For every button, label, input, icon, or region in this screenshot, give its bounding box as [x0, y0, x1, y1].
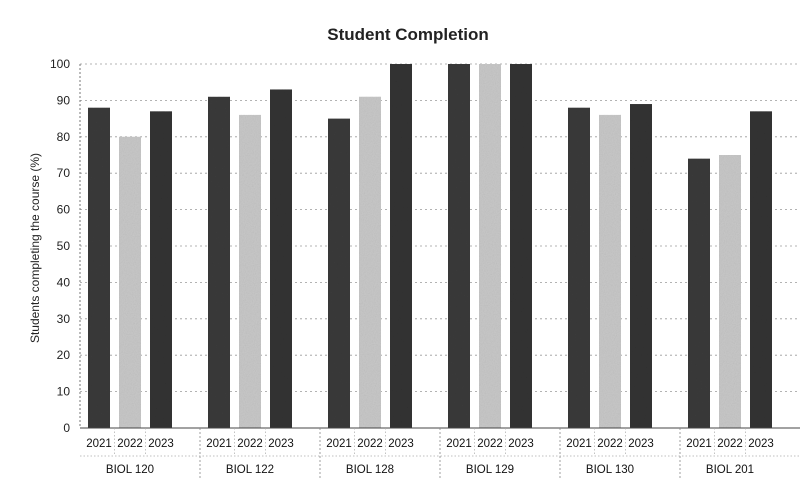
bar — [270, 89, 292, 428]
x-tick-label: 2022 — [477, 438, 503, 450]
x-tick-label: 2021 — [686, 438, 712, 450]
x-tick-label: 2023 — [148, 438, 174, 450]
bar — [390, 64, 412, 428]
x-tick-label: 2023 — [268, 438, 294, 450]
x-tick-label: 2023 — [388, 438, 414, 450]
x-tick-label: 2021 — [326, 438, 352, 450]
x-tick-label: 2023 — [508, 438, 534, 450]
y-tick-label: 10 — [57, 385, 71, 399]
bar — [568, 107, 590, 429]
x-tick-label: 2021 — [206, 438, 232, 450]
category-label: BIOL 201 — [706, 464, 754, 476]
y-tick-label: 90 — [57, 93, 71, 107]
chart-title: Student Completion — [327, 25, 488, 44]
bar — [239, 114, 261, 429]
y-tick-label: 50 — [57, 239, 71, 253]
y-tick-label: 0 — [63, 421, 70, 435]
y-tick-label: 30 — [57, 312, 71, 326]
gridlines — [80, 63, 800, 429]
y-tick-label: 70 — [57, 166, 71, 180]
x-tick-label: 2022 — [597, 438, 623, 450]
x-tick-label: 2022 — [357, 438, 383, 450]
x-tick-label: 2021 — [446, 438, 472, 450]
category-label: BIOL 122 — [226, 464, 274, 476]
bar — [719, 155, 741, 428]
y-tick-label: 80 — [57, 130, 71, 144]
y-tick-label: 100 — [50, 57, 70, 71]
bar — [448, 64, 470, 428]
category-label: BIOL 120 — [106, 464, 154, 476]
bar — [119, 136, 141, 429]
bar — [688, 158, 710, 428]
category-label: BIOL 128 — [346, 464, 394, 476]
bars — [88, 64, 772, 429]
bar — [599, 114, 621, 429]
y-tick-label: 40 — [57, 275, 71, 289]
x-tick-label: 2022 — [117, 438, 143, 450]
bar — [328, 118, 350, 428]
bar — [208, 96, 230, 428]
x-tick-label: 2022 — [717, 438, 743, 450]
bar — [359, 96, 381, 428]
category-label: BIOL 129 — [466, 464, 514, 476]
x-tick-label: 2023 — [748, 438, 774, 450]
y-tick-label: 60 — [57, 203, 71, 217]
x-tick-label: 2021 — [566, 438, 592, 450]
bar — [150, 111, 172, 428]
bar — [630, 104, 652, 428]
category-label: BIOL 130 — [586, 464, 634, 476]
bar — [88, 107, 110, 429]
x-tick-label: 2022 — [237, 438, 263, 450]
x-tick-label: 2021 — [86, 438, 112, 450]
bar — [510, 64, 532, 428]
y-axis-label: Students completing the course (%) — [28, 153, 42, 343]
y-tick-label: 20 — [57, 348, 71, 362]
bar — [750, 111, 772, 428]
bar — [479, 64, 501, 428]
x-tick-label: 2023 — [628, 438, 654, 450]
axes: 0 10 20 30 40 50 60 70 80 90 100 2021 2022 2023 BIOL 1… — [50, 57, 800, 480]
